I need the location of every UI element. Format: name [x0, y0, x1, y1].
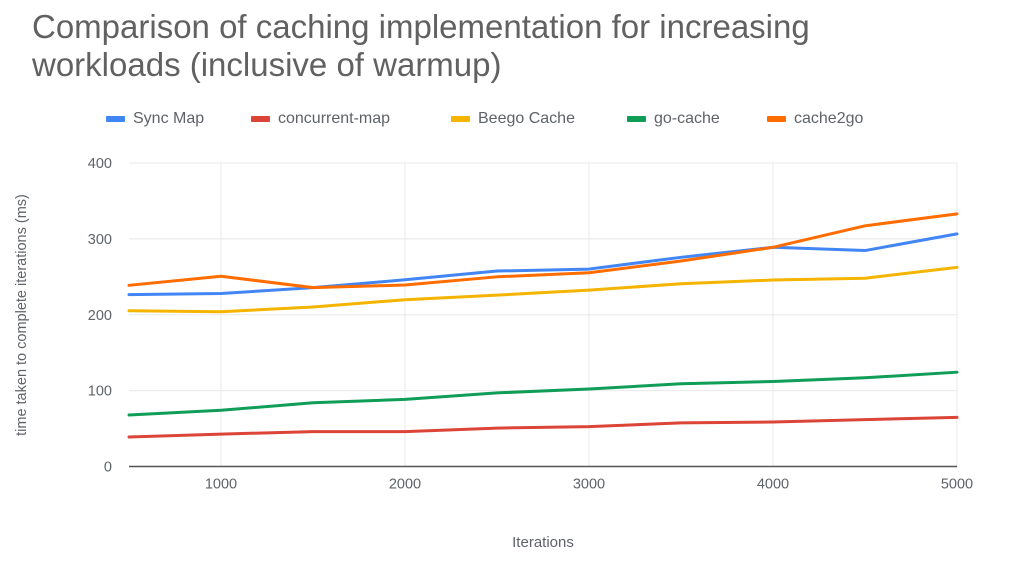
svg-text:4000: 4000: [757, 477, 789, 493]
svg-text:5000: 5000: [941, 477, 973, 493]
svg-text:100: 100: [88, 384, 112, 400]
svg-text:0: 0: [104, 460, 112, 476]
svg-text:400: 400: [88, 156, 112, 172]
svg-text:3000: 3000: [573, 477, 605, 493]
svg-text:300: 300: [88, 232, 112, 248]
svg-text:1000: 1000: [205, 477, 237, 493]
svg-text:200: 200: [88, 308, 112, 324]
svg-text:2000: 2000: [389, 477, 421, 493]
